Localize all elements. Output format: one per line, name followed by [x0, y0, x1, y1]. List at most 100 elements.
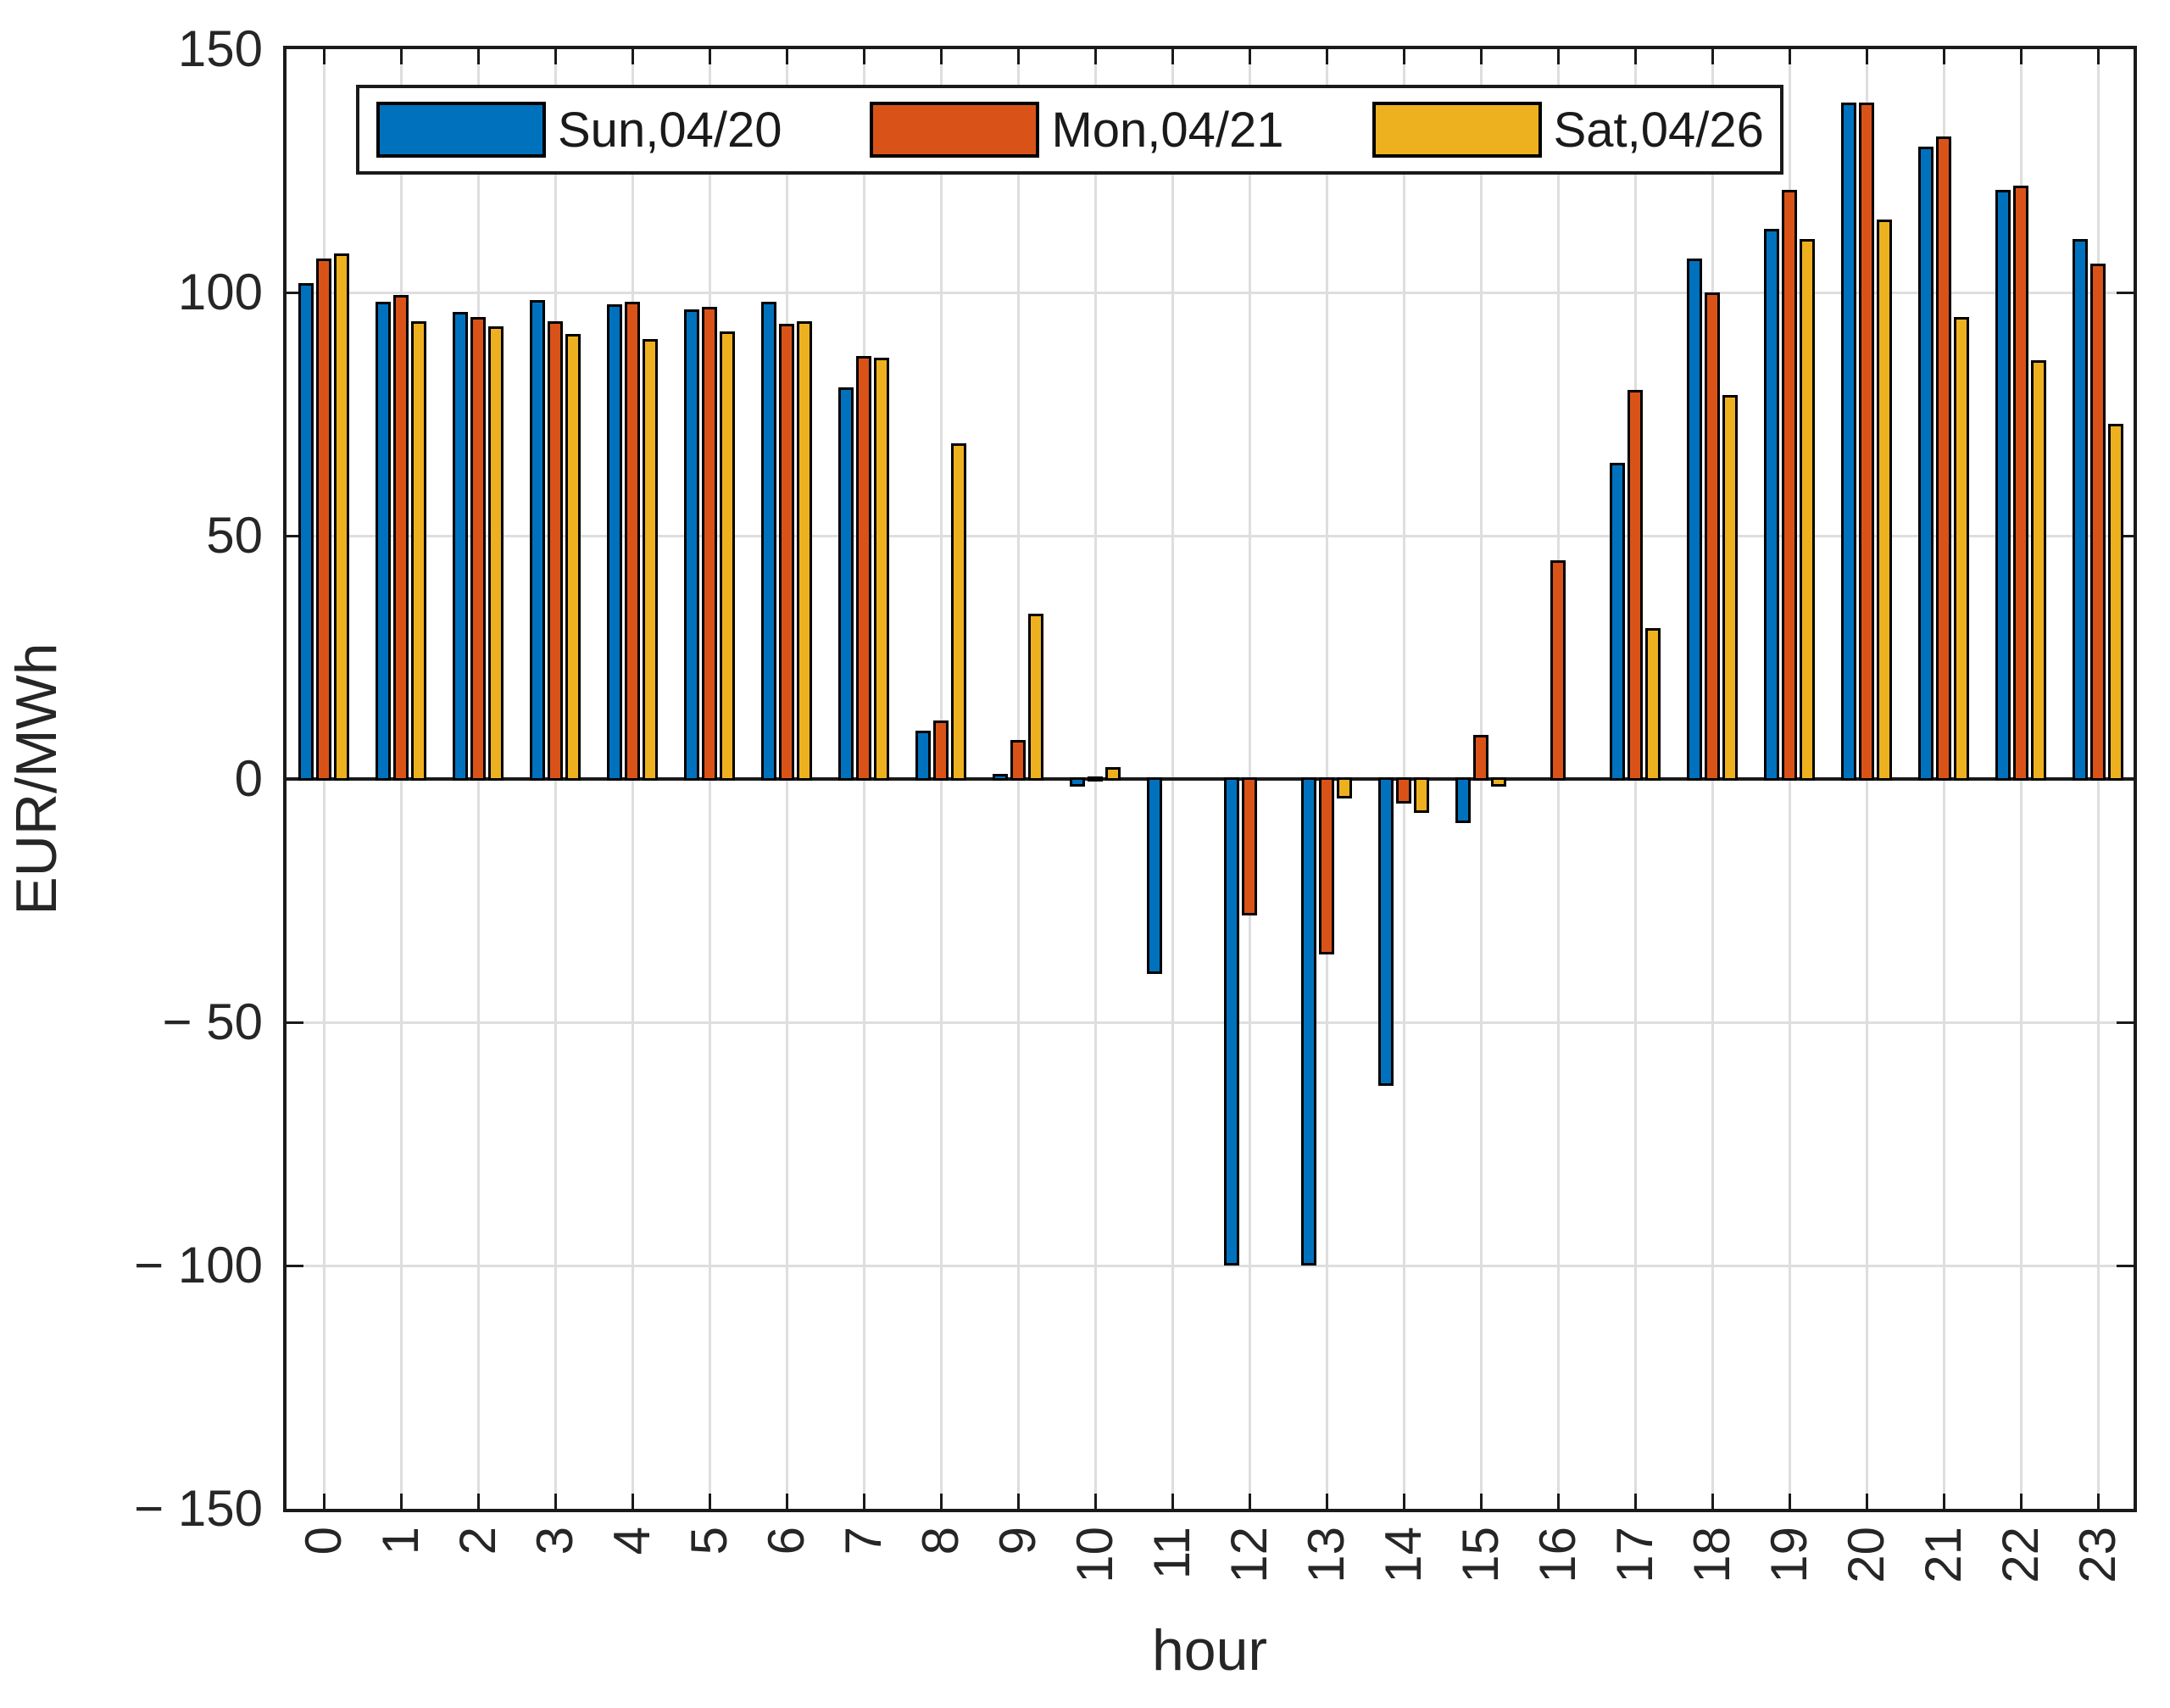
bar-mon-h4 [625, 302, 640, 781]
bar-sat-h1 [411, 321, 426, 781]
legend-swatch-sun [376, 102, 546, 158]
x-tick-label: 14 [1375, 1527, 1432, 1583]
bar-mon-h10 [1088, 776, 1103, 782]
x-tick-bottom [1248, 1494, 1251, 1509]
x-tick-bottom [1325, 1494, 1328, 1509]
x-tick-top [862, 49, 865, 64]
x-tick-bottom [939, 1494, 943, 1509]
x-tick-top [2019, 49, 2023, 64]
x-tick-label: 5 [681, 1527, 737, 1555]
x-tick-label: 21 [1915, 1527, 1972, 1583]
x-tick-bottom [2096, 1494, 2100, 1509]
bar-mon-h12 [1242, 777, 1257, 915]
bar-mon-h20 [1859, 103, 1874, 781]
bar-mon-h0 [316, 258, 331, 781]
x-tick-bottom [631, 1494, 634, 1509]
x-tick-top [2096, 49, 2100, 64]
legend-item-mon: Mon,04/21 [870, 102, 1284, 159]
x-tick-bottom [1711, 1494, 1714, 1509]
x-tick-label: 15 [1452, 1527, 1509, 1583]
x-tick-bottom [1171, 1494, 1174, 1509]
y-tick-right [2117, 1264, 2134, 1267]
x-tick-label: 11 [1143, 1527, 1200, 1580]
bar-sat-h20 [1877, 219, 1892, 781]
bar-sat-h17 [1645, 628, 1661, 781]
bar-sun-h7 [838, 387, 854, 781]
x-tick-top [1942, 49, 1945, 64]
bar-mon-h18 [1705, 292, 1720, 781]
plot-area [283, 46, 2137, 1512]
bar-sat-h2 [488, 326, 504, 781]
bar-sun-h8 [915, 730, 931, 781]
bar-sat-h5 [720, 331, 735, 781]
x-tick-label: 12 [1221, 1527, 1277, 1583]
bar-mon-h7 [856, 355, 871, 781]
x-tick-label: 7 [835, 1527, 892, 1555]
bar-sun-h19 [1764, 229, 1779, 781]
gridline-horizontal [287, 1021, 2134, 1024]
x-tick-bottom [322, 1494, 326, 1509]
x-tick-top [1711, 49, 1714, 64]
y-tick-left [287, 291, 303, 294]
x-tick-top [1171, 49, 1174, 64]
bar-sat-h4 [643, 338, 658, 781]
y-tick-left [287, 1021, 303, 1024]
legend-swatch-mon [870, 102, 1040, 158]
bar-sat-h13 [1337, 777, 1352, 798]
x-axis-label: hour [1151, 1618, 1268, 1683]
x-tick-bottom [476, 1494, 480, 1509]
bar-sat-h22 [2031, 360, 2046, 781]
bar-mon-h17 [1628, 389, 1643, 781]
x-tick-top [939, 49, 943, 64]
bar-sat-h23 [2108, 423, 2123, 781]
bar-sat-h7 [874, 358, 889, 781]
gridline-horizontal [287, 534, 2134, 537]
bar-sun-h15 [1455, 777, 1471, 823]
x-tick-top [1788, 49, 1791, 64]
bar-sun-h23 [2073, 238, 2088, 781]
bar-sun-h2 [453, 311, 468, 781]
x-tick-bottom [1942, 1494, 1945, 1509]
x-tick-top [322, 49, 326, 64]
bar-sat-h3 [565, 333, 581, 781]
x-tick-top [1402, 49, 1405, 64]
x-tick-label: 19 [1761, 1527, 1817, 1583]
x-tick-top [1865, 49, 1868, 64]
legend-item-sun: Sun,04/20 [376, 102, 782, 159]
y-tick-label: 50 [206, 507, 263, 564]
x-tick-label: 0 [295, 1527, 352, 1555]
x-tick-label: 23 [2069, 1527, 2126, 1583]
y-tick-right [2117, 534, 2134, 537]
bar-mon-h21 [1936, 136, 1951, 781]
bar-mon-h8 [933, 720, 949, 781]
x-tick-bottom [1865, 1494, 1868, 1509]
y-tick-label: − 100 [134, 1237, 263, 1294]
zero-baseline [287, 777, 2134, 781]
bar-sun-h4 [607, 304, 622, 781]
x-tick-label: 8 [912, 1527, 969, 1555]
y-tick-label: − 150 [134, 1480, 263, 1537]
bar-sun-h3 [530, 299, 545, 781]
bar-mon-h22 [2013, 185, 2028, 781]
x-tick-bottom [2019, 1494, 2023, 1509]
bar-sun-h0 [298, 282, 314, 781]
bar-sun-h9 [993, 774, 1008, 781]
bar-sun-h10 [1070, 777, 1085, 787]
x-tick-label: 10 [1066, 1527, 1123, 1583]
x-tick-top [476, 49, 480, 64]
bar-sun-h6 [761, 302, 776, 781]
bar-sat-h8 [951, 442, 966, 781]
bar-mon-h6 [779, 324, 794, 781]
x-tick-label: 20 [1838, 1527, 1895, 1583]
bar-sat-h10 [1105, 766, 1121, 781]
x-tick-top [1479, 49, 1483, 64]
bar-sun-h11 [1147, 777, 1162, 974]
bar-sun-h18 [1687, 258, 1702, 781]
x-tick-bottom [399, 1494, 403, 1509]
bar-mon-h1 [393, 294, 409, 781]
x-tick-label: 4 [604, 1527, 660, 1555]
bar-sun-h20 [1841, 103, 1856, 781]
y-tick-right [2117, 291, 2134, 294]
y-tick-label: 0 [234, 750, 263, 807]
